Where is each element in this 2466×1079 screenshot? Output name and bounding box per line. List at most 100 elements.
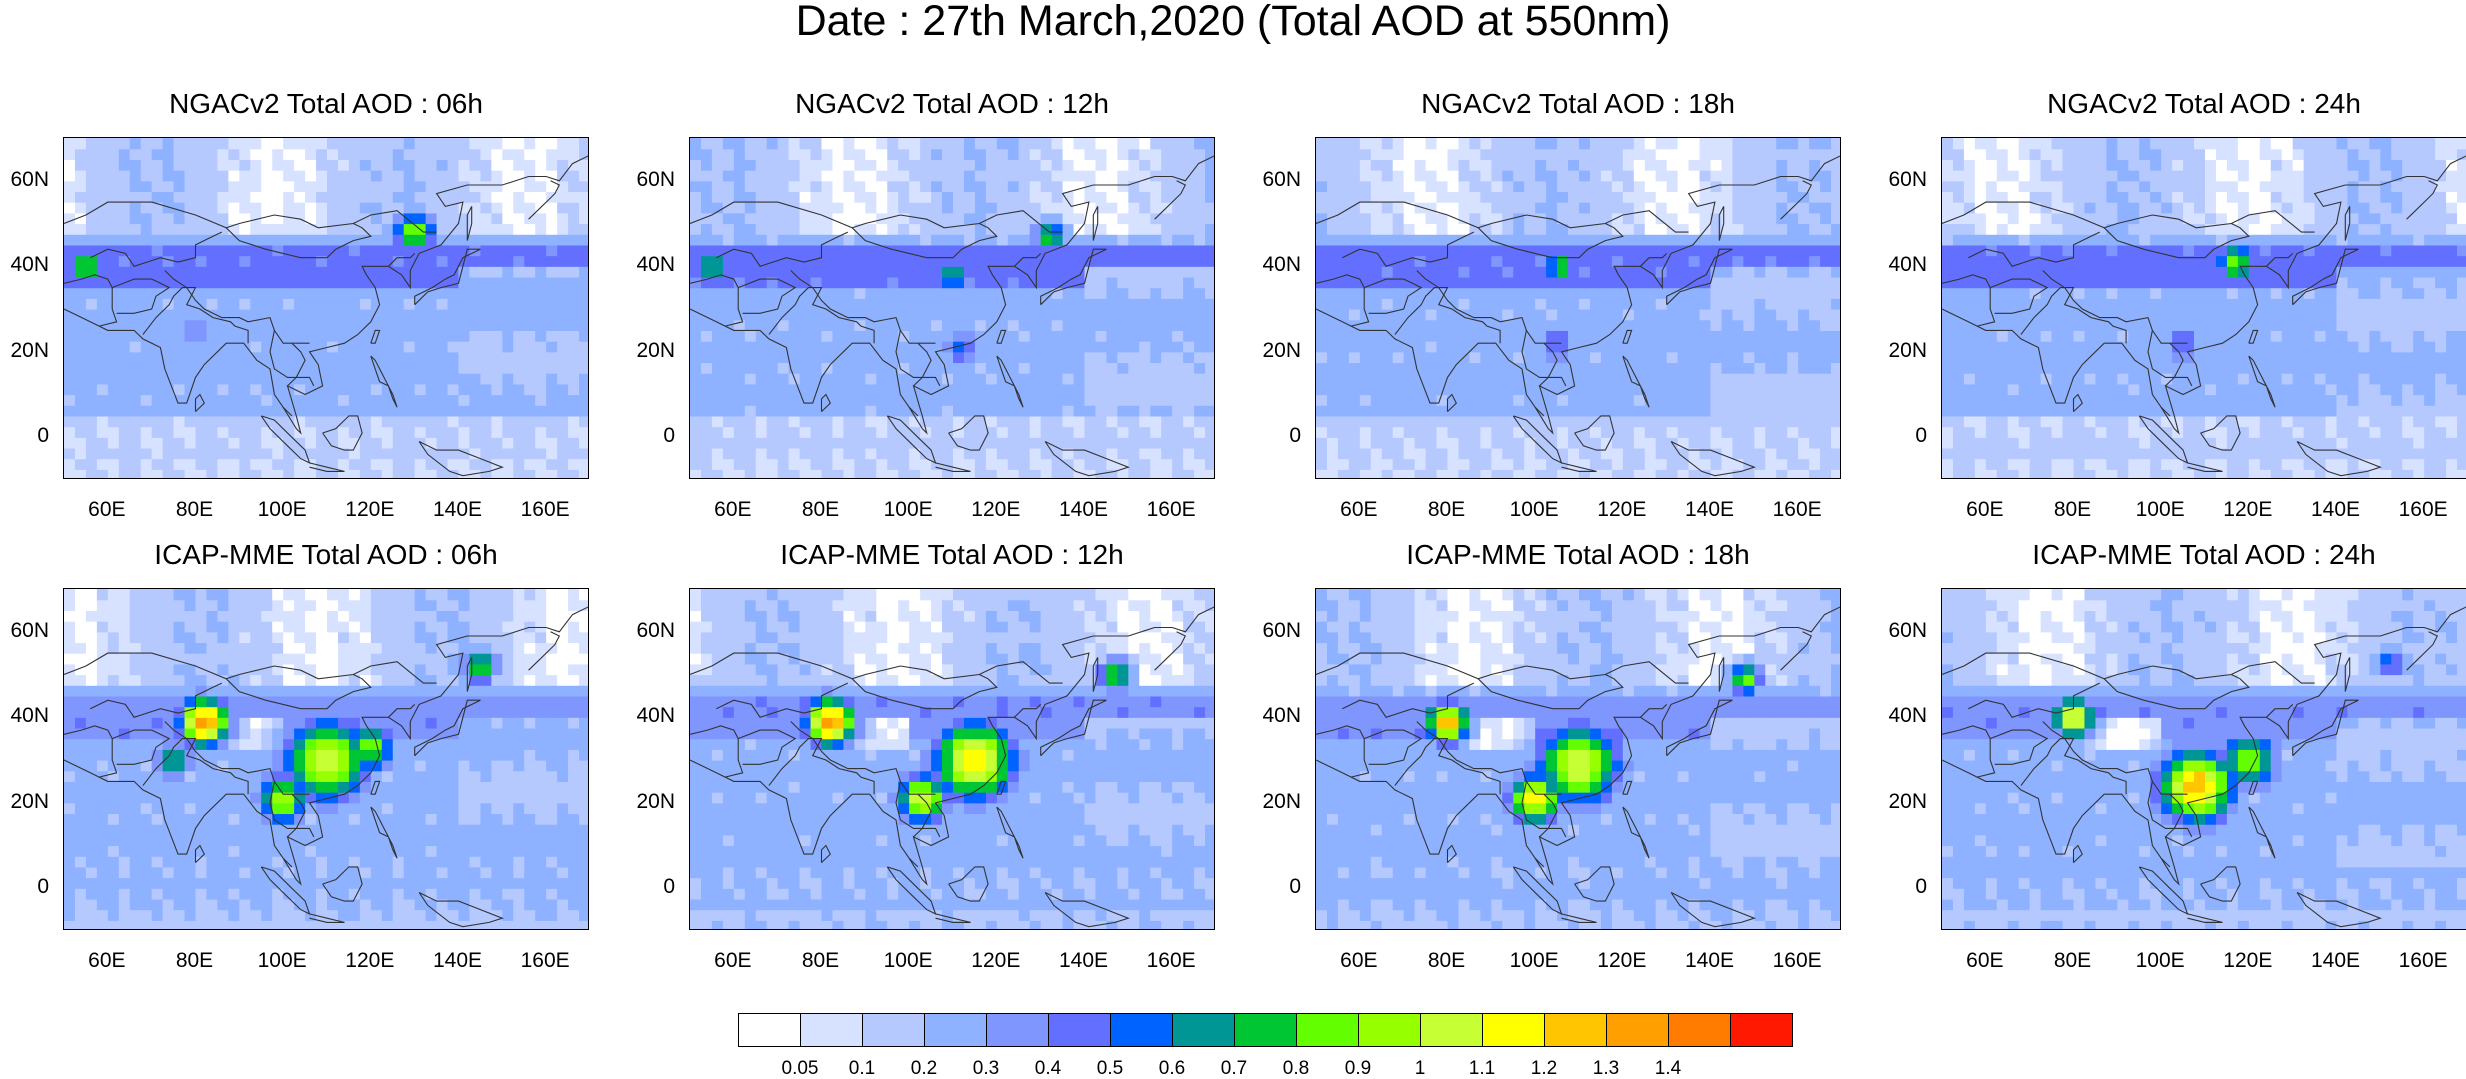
aod-grid-cell bbox=[887, 202, 899, 213]
aod-grid-cell bbox=[1942, 138, 1954, 149]
aod-grid-cell bbox=[876, 181, 888, 192]
aod-grid-cell bbox=[1634, 181, 1646, 192]
aod-grid-cell bbox=[1711, 170, 1723, 181]
aod-grid-cell bbox=[964, 138, 976, 149]
aod-grid-cell bbox=[1074, 459, 1086, 470]
aod-grid-cell bbox=[843, 159, 855, 170]
aod-grid-cell bbox=[898, 245, 910, 256]
aod-grid-cell bbox=[1820, 138, 1832, 149]
aod-grid-cell bbox=[1798, 266, 1810, 277]
aod-grid-cell bbox=[217, 352, 229, 363]
aod-grid-cell bbox=[811, 309, 823, 320]
aod-grid-cell bbox=[1128, 459, 1140, 470]
aod-grid-cell bbox=[1393, 469, 1405, 479]
aod-grid-cell bbox=[130, 191, 142, 202]
aod-grid-cell bbox=[568, 213, 580, 224]
aod-grid-cell bbox=[393, 138, 405, 149]
aod-grid-cell bbox=[1052, 427, 1064, 438]
aod-grid-cell bbox=[1052, 373, 1064, 384]
aod-grid-cell bbox=[1183, 149, 1195, 160]
aod-grid-cell bbox=[1623, 395, 1635, 406]
aod-grid-cell bbox=[1404, 256, 1416, 267]
aod-grid-cell bbox=[316, 234, 328, 245]
aod-grid-cell bbox=[1601, 191, 1613, 202]
aod-grid-cell bbox=[579, 448, 589, 459]
aod-grid-cell bbox=[876, 448, 888, 459]
aod-grid-cell bbox=[1106, 448, 1118, 459]
aod-grid-cell bbox=[1645, 309, 1657, 320]
aod-grid-cell bbox=[1349, 469, 1361, 479]
aod-grid-cell bbox=[1019, 138, 1031, 149]
aod-grid-cell bbox=[887, 234, 899, 245]
aod-grid-cell bbox=[2008, 266, 2020, 277]
aod-grid-cell bbox=[712, 384, 724, 395]
aod-grid-cell bbox=[546, 384, 558, 395]
aod-grid-cell bbox=[261, 288, 273, 299]
aod-grid-cell bbox=[491, 202, 503, 213]
aod-grid-cell bbox=[822, 202, 834, 213]
aod-grid-cell bbox=[568, 416, 580, 427]
aod-grid-cell bbox=[1513, 213, 1525, 224]
aod-grid-cell bbox=[1820, 277, 1832, 288]
aod-grid-cell bbox=[502, 234, 514, 245]
aod-grid-cell bbox=[579, 277, 589, 288]
aod-grid-cell bbox=[250, 405, 262, 416]
aod-grid-cell bbox=[964, 149, 976, 160]
aod-grid-cell bbox=[557, 234, 569, 245]
aod-grid-cell bbox=[382, 416, 394, 427]
aod-grid-cell bbox=[228, 277, 240, 288]
aod-grid-cell bbox=[1700, 256, 1712, 267]
aod-grid-cell bbox=[513, 427, 525, 438]
aod-grid-cell bbox=[1106, 298, 1118, 309]
aod-grid-cell bbox=[1942, 245, 1954, 256]
aod-grid-cell bbox=[1458, 416, 1470, 427]
aod-grid-cell bbox=[437, 149, 449, 160]
aod-grid-cell bbox=[1426, 330, 1438, 341]
aod-grid-cell bbox=[909, 266, 921, 277]
aod-grid-cell bbox=[305, 234, 317, 245]
aod-grid-cell bbox=[701, 224, 713, 235]
aod-grid-cell bbox=[1612, 469, 1624, 479]
aod-grid-cell bbox=[1349, 288, 1361, 299]
aod-grid-cell bbox=[217, 405, 229, 416]
aod-grid-cell bbox=[1590, 384, 1602, 395]
aod-grid-cell bbox=[876, 149, 888, 160]
aod-grid-cell bbox=[1349, 448, 1361, 459]
aod-grid-cell bbox=[163, 138, 175, 149]
aod-grid-cell bbox=[778, 437, 790, 448]
aod-grid-cell bbox=[1645, 384, 1657, 395]
aod-grid-cell bbox=[1997, 437, 2009, 448]
aod-grid-cell bbox=[1656, 138, 1668, 149]
aod-grid-cell bbox=[64, 159, 76, 170]
aod-grid-cell bbox=[305, 427, 317, 438]
aod-grid-cell bbox=[1150, 416, 1162, 427]
aod-grid-cell bbox=[1491, 181, 1503, 192]
aod-grid-cell bbox=[789, 320, 801, 331]
aod-grid-cell bbox=[986, 256, 998, 267]
aod-grid-cell bbox=[975, 245, 987, 256]
aod-grid-cell bbox=[942, 437, 954, 448]
aod-grid-cell bbox=[1502, 384, 1514, 395]
aod-grid-cell bbox=[1667, 373, 1679, 384]
aod-grid-cell bbox=[1787, 395, 1799, 406]
aod-grid-cell bbox=[1480, 288, 1492, 299]
aod-grid-cell bbox=[1437, 181, 1449, 192]
aod-grid-cell bbox=[261, 277, 273, 288]
aod-grid-cell bbox=[1798, 341, 1810, 352]
aod-grid-cell bbox=[1205, 298, 1215, 309]
aod-grid-cell bbox=[546, 459, 558, 470]
aod-grid-cell bbox=[1743, 181, 1755, 192]
aod-grid-cell bbox=[393, 330, 405, 341]
aod-grid-cell bbox=[1700, 427, 1712, 438]
aod-grid-cell bbox=[1327, 362, 1339, 373]
aod-grid-cell bbox=[185, 330, 197, 341]
aod-grid-cell bbox=[1798, 373, 1810, 384]
aod-grid-cell bbox=[778, 330, 790, 341]
aod-grid-cell bbox=[1172, 352, 1184, 363]
aod-grid-cell bbox=[1579, 170, 1591, 181]
aod-grid-cell bbox=[865, 256, 877, 267]
aod-grid-cell bbox=[1019, 191, 1031, 202]
aod-grid-cell bbox=[491, 213, 503, 224]
lon-tick-label: 80E bbox=[160, 499, 230, 521]
aod-grid-cell bbox=[1590, 459, 1602, 470]
